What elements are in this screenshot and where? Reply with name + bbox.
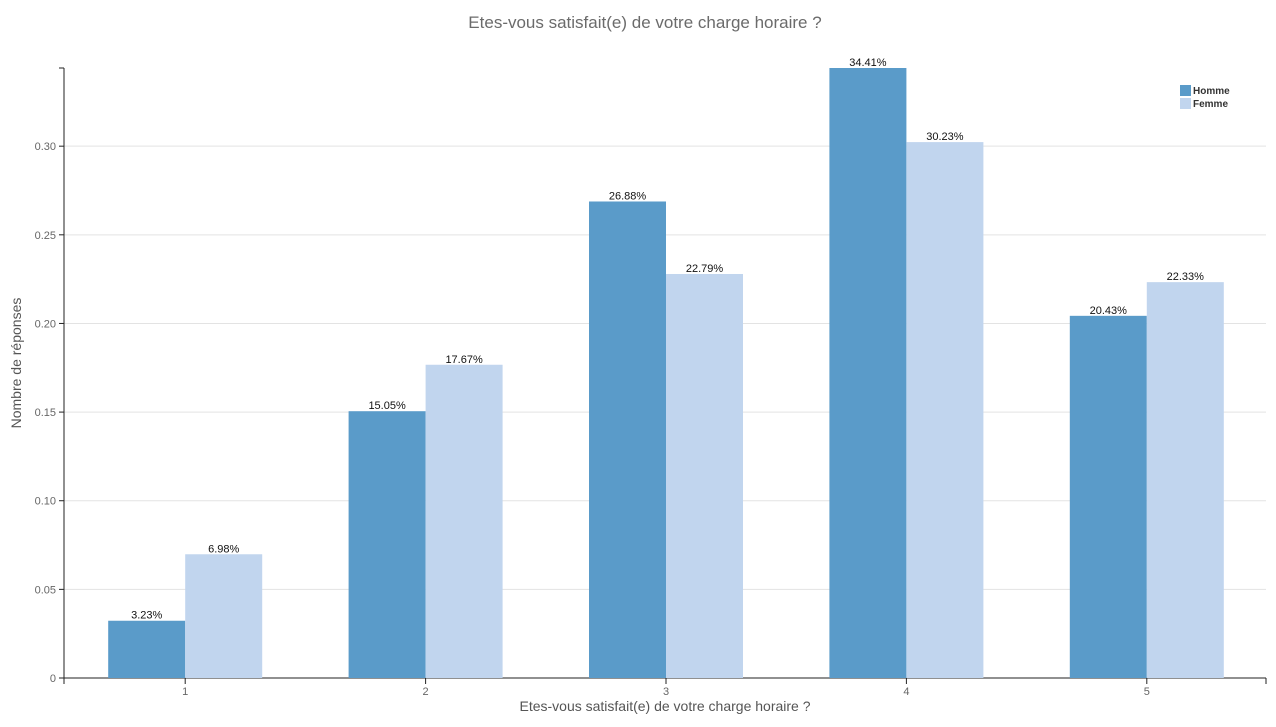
legend-label-homme: Homme <box>1193 86 1230 97</box>
y-tick-label: 0.20 <box>35 318 56 330</box>
data-label: 20.43% <box>1090 305 1128 317</box>
data-label: 22.79% <box>686 263 724 275</box>
bars <box>108 68 1224 678</box>
data-label: 6.98% <box>208 543 239 555</box>
bar-homme-1 <box>108 620 186 678</box>
legend-swatch-femme <box>1180 98 1191 109</box>
data-label: 26.88% <box>609 190 647 202</box>
y-tick-label: 0.15 <box>35 407 56 419</box>
data-labels: 3.23% 6.98% 15.05% 17.67% 26.88% 22.79% 34.41%… <box>131 57 1204 622</box>
data-label: 3.23% <box>131 610 162 622</box>
y-axis-title: Nombre de réponses <box>8 298 24 429</box>
bar-homme-2 <box>348 411 426 678</box>
legend: Homme Femme <box>1180 85 1230 110</box>
x-tick-label: 4 <box>903 686 909 698</box>
bar-femme-5 <box>1146 282 1224 678</box>
bar-homme-4 <box>829 68 907 678</box>
x-tick-label: 2 <box>423 686 429 698</box>
data-label: 34.41% <box>849 57 887 69</box>
x-axis: 1 2 3 4 5 <box>63 677 1267 698</box>
x-tick-label: 1 <box>182 686 188 698</box>
y-tick-label: 0.25 <box>35 230 56 242</box>
x-tick-label: 3 <box>663 686 669 698</box>
y-tick-label: 0.30 <box>35 141 56 153</box>
bar-femme-2 <box>425 364 503 678</box>
bar-femme-1 <box>185 554 263 678</box>
bar-homme-3 <box>589 201 666 678</box>
bar-homme-5 <box>1069 315 1147 678</box>
legend-swatch-homme <box>1180 85 1191 96</box>
legend-label-femme: Femme <box>1193 99 1228 110</box>
bar-femme-4 <box>906 142 984 678</box>
x-axis-title: Etes-vous satisfait(e) de votre charge h… <box>519 698 810 714</box>
y-tick-label: 0.05 <box>35 584 56 596</box>
x-tick-label: 5 <box>1144 686 1150 698</box>
bar-femme-3 <box>666 273 743 678</box>
data-label: 30.23% <box>926 131 964 143</box>
y-axis: 0 0.05 0.10 0.15 0.20 0.25 0.30 <box>35 67 65 685</box>
y-tick-label: 0.10 <box>35 496 56 508</box>
data-label: 22.33% <box>1167 271 1205 283</box>
chart-title: Etes-vous satisfait(e) de votre charge h… <box>468 13 821 32</box>
data-label: 15.05% <box>368 400 406 412</box>
y-tick-label: 0 <box>50 673 56 685</box>
data-label: 17.67% <box>445 354 483 366</box>
